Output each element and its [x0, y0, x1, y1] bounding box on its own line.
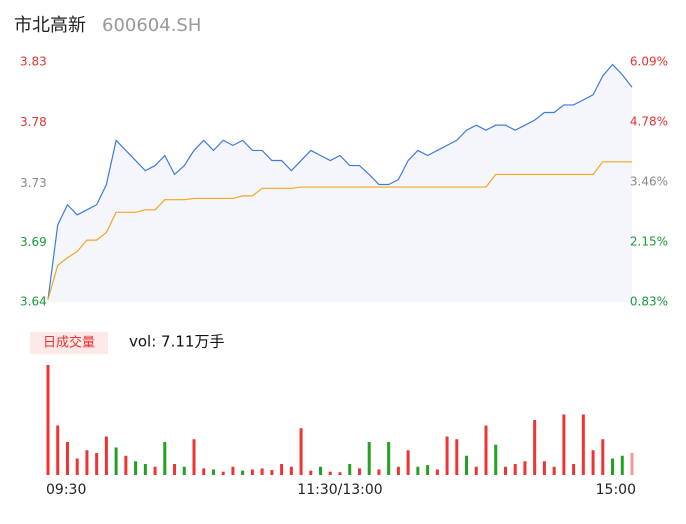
volume-bar — [124, 455, 128, 475]
y-tick-label: 3.83 — [20, 55, 47, 69]
volume-bar — [231, 466, 235, 475]
volume-bar — [455, 439, 459, 475]
volume-bar — [572, 464, 576, 475]
volume-bar — [396, 466, 400, 475]
volume-bar — [416, 466, 420, 475]
volume-bar — [542, 461, 546, 475]
volume-bar — [357, 468, 361, 475]
volume-bar — [143, 464, 147, 475]
volume-bar — [465, 455, 469, 475]
volume-bar — [630, 453, 634, 475]
volume-bar — [173, 464, 177, 475]
volume-bar — [46, 365, 50, 475]
stock-name: 市北高新 — [14, 15, 86, 36]
volume-bar — [562, 414, 566, 475]
volume-bar — [221, 471, 225, 475]
volume-bar — [484, 425, 488, 475]
y2-tick-label: 4.78% — [630, 114, 668, 128]
volume-bar — [348, 464, 352, 475]
volume-bar — [192, 439, 196, 475]
volume-bar — [435, 469, 439, 475]
volume-bar — [445, 436, 449, 475]
stock-code: 600604.SH — [102, 15, 201, 36]
volume-bar — [260, 468, 264, 475]
volume-bar — [387, 442, 391, 475]
volume-bar — [503, 466, 507, 475]
volume-bar — [250, 469, 254, 475]
price-area — [48, 64, 632, 303]
volume-bar — [280, 464, 284, 475]
volume-bar — [65, 442, 69, 475]
volume-bar — [241, 470, 245, 475]
volume-bar — [270, 470, 274, 475]
volume-bar — [75, 458, 79, 475]
volume-bar — [182, 466, 186, 475]
volume-bar — [377, 469, 381, 475]
volume-bar — [426, 465, 430, 475]
volume-bar — [134, 461, 138, 475]
y-tick-label: 3.73 — [20, 176, 47, 190]
x-tick-label: 09:30 — [46, 482, 86, 498]
y2-tick-label: 3.46% — [630, 175, 668, 189]
volume-bar — [211, 469, 215, 475]
volume-bar — [299, 428, 303, 475]
price-line — [47, 63, 633, 300]
volume-bar — [85, 450, 89, 475]
volume-bar — [289, 466, 293, 475]
volume-bar — [581, 414, 585, 475]
volume-bar — [153, 466, 157, 475]
volume-bar — [611, 458, 615, 475]
y-tick-label: 3.69 — [20, 235, 47, 249]
y2-tick-label: 2.15% — [630, 234, 668, 248]
volume-bar — [523, 461, 527, 475]
volume-bar — [367, 442, 371, 475]
volume-bar — [163, 442, 167, 475]
volume-label: 日成交量 — [43, 335, 95, 351]
volume-bar — [552, 466, 556, 475]
volume-bar — [309, 470, 313, 475]
volume-bar — [601, 439, 605, 475]
volume-bar — [620, 455, 624, 475]
volume-bar — [513, 464, 517, 475]
y2-tick-label: 0.83% — [630, 295, 668, 309]
volume-total: vol: 7.11万手 — [129, 333, 224, 351]
x-tick-label: 15:00 — [596, 482, 636, 498]
volume-bar — [114, 447, 118, 475]
volume-bar — [338, 472, 342, 475]
volume-bar — [533, 420, 537, 475]
average-line — [47, 161, 632, 300]
volume-bar — [494, 444, 498, 475]
y-tick-label: 3.78 — [20, 115, 47, 129]
y2-tick-label: 6.09% — [630, 55, 668, 69]
x-tick-label: 11:30/13:00 — [297, 482, 382, 498]
volume-bar — [104, 436, 108, 475]
volume-bar — [56, 425, 60, 475]
volume-bar — [328, 471, 332, 475]
y-tick-label: 3.64 — [20, 295, 47, 309]
volume-bar — [95, 453, 99, 475]
volume-bar — [319, 466, 323, 475]
volume-label-bg — [30, 332, 108, 354]
volume-bar — [474, 466, 478, 475]
volume-bar — [591, 450, 595, 475]
volume-bar — [406, 450, 410, 475]
volume-bar — [202, 468, 206, 475]
